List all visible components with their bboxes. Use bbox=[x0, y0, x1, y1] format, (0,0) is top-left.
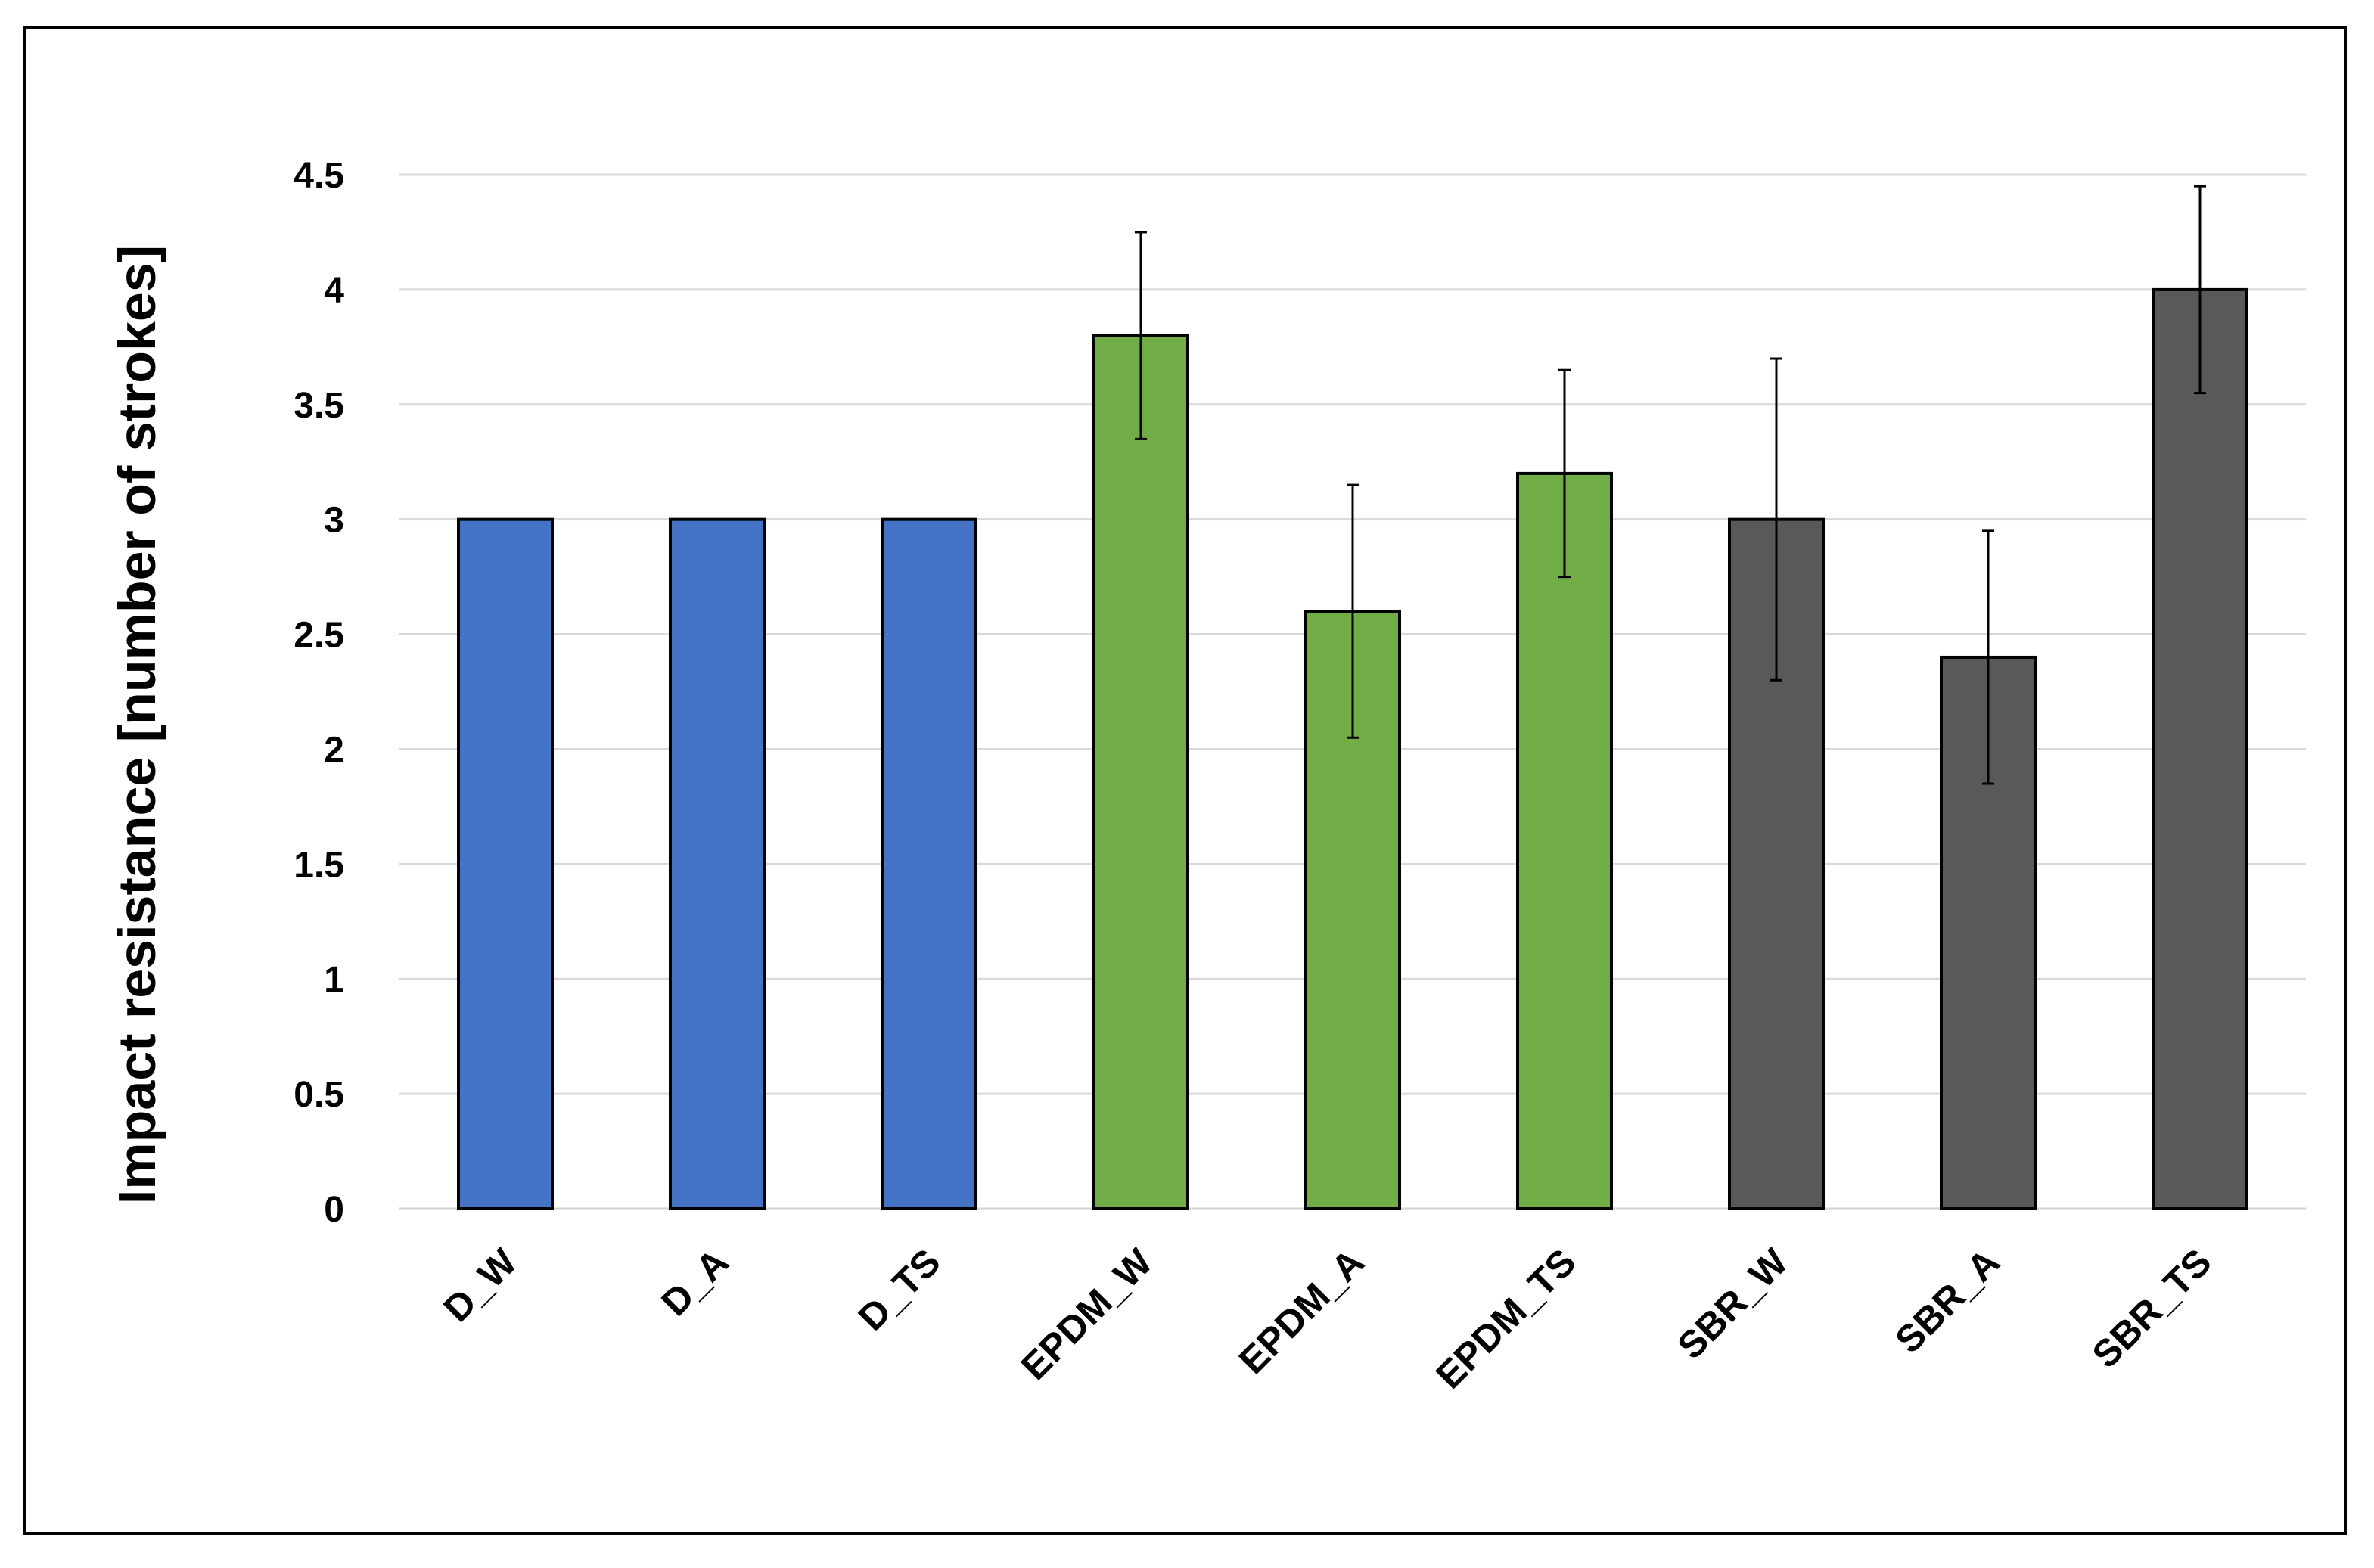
bars bbox=[457, 287, 2248, 1211]
bar-d-ts bbox=[881, 517, 977, 1210]
x-tick-label: EPDM_W bbox=[1013, 1240, 1161, 1388]
bar-epdm-w bbox=[1092, 334, 1189, 1211]
y-tick-label: 2 bbox=[324, 730, 344, 770]
y-tick-label: 3 bbox=[324, 501, 344, 541]
y-tick-label: 0.5 bbox=[294, 1075, 344, 1115]
y-tick-labels: 0 0.5 1 1.5 2 2.5 3 3.5 4 4.5 bbox=[294, 156, 344, 1230]
error-bar bbox=[2194, 185, 2206, 395]
y-tick-label: 4 bbox=[324, 271, 344, 311]
x-tick-label: SBR_TS bbox=[2084, 1240, 2220, 1376]
x-tick-label: SBR_W bbox=[1669, 1240, 1796, 1368]
bar-sbr-ts bbox=[2152, 287, 2248, 1210]
error-bar bbox=[1347, 483, 1359, 739]
y-tick-label: 0 bbox=[324, 1190, 344, 1230]
y-tick-label: 4.5 bbox=[294, 156, 344, 196]
bar-d-w bbox=[457, 517, 554, 1210]
bar-epdm-ts bbox=[1516, 471, 1613, 1210]
x-tick-label: D_W bbox=[436, 1240, 526, 1330]
x-tick-label: D_A bbox=[653, 1240, 736, 1324]
error-bar bbox=[1135, 231, 1147, 440]
error-bar bbox=[1558, 368, 1571, 579]
x-tick-label: SBR_A bbox=[1887, 1240, 2007, 1361]
x-tick-label: EPDM_TS bbox=[1428, 1240, 1584, 1397]
y-tick-label: 1.5 bbox=[294, 845, 344, 885]
x-tick-label: D_TS bbox=[850, 1240, 949, 1339]
bar-sbr-w bbox=[1728, 517, 1825, 1210]
error-bars bbox=[1135, 185, 2206, 785]
y-tick-label: 2.5 bbox=[294, 616, 344, 656]
error-bar bbox=[1770, 357, 1782, 682]
error-bar bbox=[1982, 529, 1994, 785]
y-axis-title: Impact resistance [number of strokes] bbox=[107, 245, 166, 1204]
x-tick-label: EPDM_A bbox=[1231, 1240, 1372, 1382]
y-tick-label: 1 bbox=[324, 960, 344, 1000]
y-tick-label: 3.5 bbox=[294, 386, 344, 426]
x-tick-labels: D_W D_A D_TS EPDM_W EPDM_A EPDM_TS SBR_W SBR_A S… bbox=[436, 1240, 2220, 1397]
bar-d-a bbox=[669, 517, 766, 1210]
